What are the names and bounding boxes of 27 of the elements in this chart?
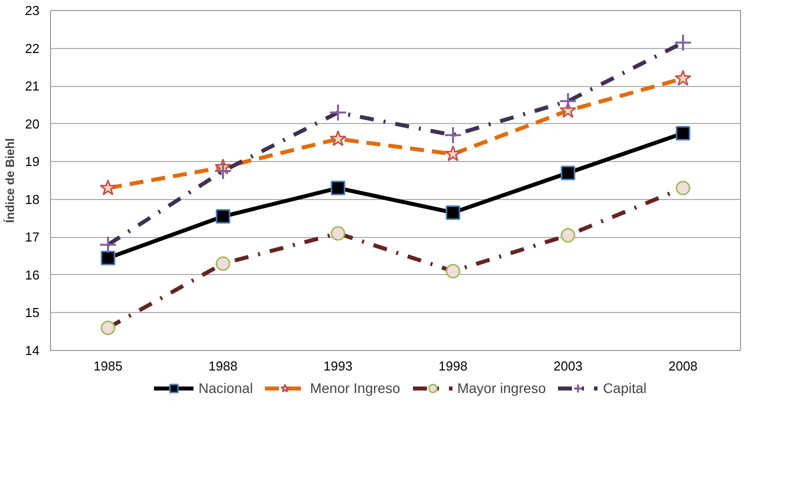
x-tick-label: 1998 (438, 358, 468, 374)
point (100, 250, 116, 266)
y-tick-label: 22 (25, 40, 40, 56)
y-tick-label: 18 (25, 192, 40, 207)
x-tick-label: 1993 (324, 358, 352, 374)
legend-label: Capital (602, 380, 647, 396)
legend-label: Menor Ingreso (310, 380, 400, 396)
x-tick-label: 2008 (668, 358, 698, 374)
point (216, 209, 230, 224)
y-axis-title: Índice de Biehl (3, 138, 18, 223)
y-tick-label: 20 (25, 116, 40, 132)
y-tick-label: 16 (25, 267, 40, 282)
y-tick-label: 17 (25, 230, 40, 245)
point (446, 205, 460, 220)
y-tick-label: 15 (25, 305, 40, 320)
y-tick-label: 21 (25, 78, 40, 94)
legend-label: Nacional (198, 380, 253, 396)
y-tick-label: 23 (25, 3, 40, 18)
point (330, 180, 346, 196)
x-tick-label: 2003 (554, 358, 582, 374)
y-tick-label: 14 (25, 343, 40, 358)
x-tick-label: 1985 (94, 358, 122, 374)
x-tick-label: 1988 (208, 358, 238, 374)
point (560, 166, 576, 180)
y-tick-label: 19 (25, 154, 40, 170)
point (676, 126, 690, 141)
legend-label: Mayor ingreso (457, 380, 546, 396)
